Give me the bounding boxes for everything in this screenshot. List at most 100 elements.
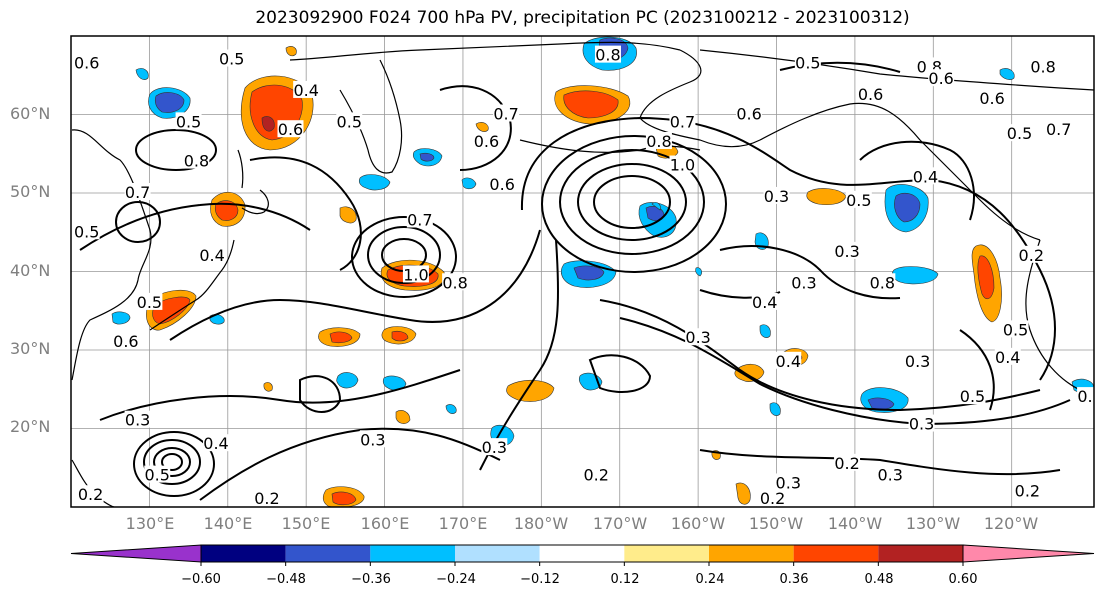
- contour-label-bg: [277, 120, 304, 138]
- contour-label: 0.4: [293, 81, 318, 100]
- lon-label: 150°E: [281, 514, 331, 533]
- pv-contour-low-kurils: [351, 216, 457, 298]
- pv-contour: [779, 61, 901, 73]
- contour-label-bg: [959, 387, 986, 405]
- precip-negative: [759, 324, 771, 338]
- contour-label-bg: [685, 328, 712, 346]
- contour-label-bg: [359, 430, 386, 448]
- contour-label-bg: [1018, 245, 1045, 263]
- coastline-sakhalin: [237, 149, 244, 189]
- contour-label: 0.6: [74, 53, 99, 72]
- pv-contour-typhoon: [153, 447, 191, 477]
- contour-label: 0.5: [795, 53, 820, 72]
- contour-label: 0.2: [1077, 387, 1102, 406]
- contour-label-bg: [481, 438, 508, 456]
- contour-label-bg: [1077, 387, 1094, 405]
- contour-label-bg: [869, 273, 896, 291]
- pv-contour-low-north-pacific: [577, 163, 687, 241]
- contour-label: 0.5: [145, 466, 170, 485]
- contour-label-bg: [834, 453, 861, 471]
- contour-label: 0.3: [877, 466, 902, 485]
- precip-positive: [214, 200, 239, 221]
- contour-label: 0.6: [113, 332, 138, 351]
- contour-label: 0.2: [760, 489, 785, 508]
- precip-negative: [111, 311, 131, 325]
- contour-label-bg: [293, 80, 320, 98]
- precip-positive: [331, 491, 357, 506]
- contour-label: 0.3: [125, 411, 150, 430]
- contour-label: 0.3: [482, 438, 507, 457]
- pv-contour: [699, 449, 1061, 476]
- contour-label-bg: [1014, 481, 1041, 499]
- pv-contour: [959, 329, 995, 411]
- contour-label: 0.6: [489, 175, 514, 194]
- contour-label: 0.2: [1019, 246, 1044, 265]
- contour-label: 0.5: [960, 387, 985, 406]
- coastline-aleutians: [519, 139, 701, 153]
- contour-label: 1.0: [403, 265, 428, 284]
- contour-label: 0.2: [78, 485, 103, 504]
- contour-label-bg: [77, 485, 104, 503]
- coastline-asia: [71, 129, 152, 381]
- contour-label-bg: [594, 45, 621, 63]
- precip-negative: [999, 68, 1015, 80]
- contour-label-bg: [406, 210, 433, 228]
- contour-label-bg: [442, 273, 469, 291]
- contour-label: 0.4: [752, 293, 777, 312]
- pv-contour: [169, 229, 541, 341]
- contour-label: 0.5: [1003, 320, 1028, 339]
- lon-label: 170°W: [592, 514, 648, 533]
- contour-label-bg: [994, 347, 1021, 365]
- contour-label-bg: [402, 265, 429, 283]
- contour-label: 0.7: [493, 105, 518, 124]
- precip-positive: [806, 188, 847, 206]
- precip-positive: [977, 255, 995, 300]
- pv-contours: [79, 61, 1071, 501]
- precip-positive: [735, 482, 751, 505]
- contour-label-bg: [489, 175, 516, 193]
- contour-label: 0.2: [254, 489, 279, 508]
- pv-contour: [79, 202, 311, 251]
- contour-label-bg: [253, 489, 280, 507]
- contour-label: 0.3: [764, 187, 789, 206]
- coastline-siberia: [289, 41, 681, 61]
- precip-negative: [336, 372, 359, 389]
- coastlines: [71, 41, 1094, 507]
- contour-label-bg: [493, 104, 520, 122]
- pv-contour-low-north-pacific: [593, 175, 671, 229]
- contour-label: 0.3: [834, 242, 859, 261]
- contour-label: 0.2: [1015, 481, 1040, 500]
- precip-positive: [395, 410, 411, 424]
- contour-label-bg: [203, 434, 230, 452]
- pv-contour: [588, 354, 652, 393]
- contour-label-bg: [175, 112, 202, 130]
- lat-label: 20°N: [10, 417, 51, 436]
- contour-label-bg: [124, 183, 151, 200]
- contour-label: 0.6: [928, 69, 953, 88]
- contour-label-bg: [669, 155, 696, 173]
- precip-positive: [391, 330, 409, 342]
- precip-positive: [563, 90, 619, 119]
- contour-label-bg: [1030, 57, 1057, 75]
- contour-label: 0.3: [776, 473, 801, 492]
- colorbar-tick: 0.48: [864, 572, 894, 587]
- precip-negative: [154, 92, 185, 113]
- contour-label-bg: [124, 410, 151, 428]
- contour-label-bg: [73, 53, 100, 71]
- contour-label: 1.0: [670, 156, 695, 175]
- contour-label: 0.6: [858, 85, 883, 104]
- colorbar-tick: 0.60: [948, 572, 978, 587]
- pv-contour: [479, 239, 560, 471]
- pv-contour: [859, 140, 975, 221]
- contour-label: 0.3: [360, 430, 385, 449]
- contour-label: 0.4: [995, 348, 1020, 367]
- contour-label-bg: [845, 190, 872, 208]
- coastline-arctic: [699, 49, 1094, 91]
- contour-label-bg: [1006, 124, 1033, 142]
- coastline-japan: [149, 239, 235, 331]
- pv-contour-low-north-pacific: [559, 149, 705, 255]
- contour-label-bg: [73, 222, 100, 240]
- precip-negative: [135, 68, 149, 80]
- lat-label: 40°N: [10, 261, 51, 280]
